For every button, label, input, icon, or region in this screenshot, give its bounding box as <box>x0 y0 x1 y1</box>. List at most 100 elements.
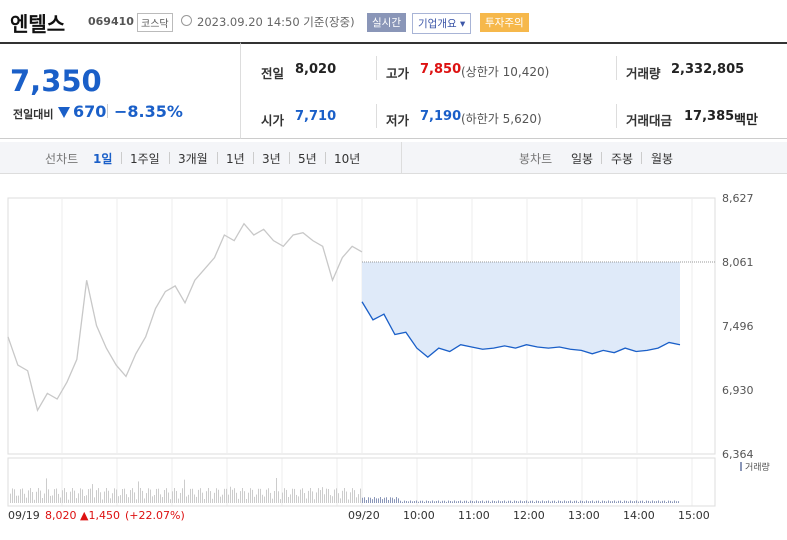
volume-bar <box>536 500 537 503</box>
tab-weekly-candle[interactable]: 주봉 <box>611 152 634 166</box>
volume-bar <box>546 501 547 503</box>
volume-legend-label: 거래량 <box>745 461 770 473</box>
volume-bar <box>448 500 449 503</box>
volume-bar <box>158 488 159 503</box>
upper-limit: (상한가 10,420) <box>461 65 550 79</box>
volume-bar <box>570 500 571 503</box>
volume-bar <box>532 500 533 503</box>
volume-bar <box>400 500 401 503</box>
investment-warning-badge: 투자주의 <box>480 13 529 32</box>
change-value: 670 <box>73 102 107 121</box>
volume-bar <box>646 500 647 503</box>
volume-bar <box>558 500 559 503</box>
volume-bar <box>662 500 663 503</box>
volume-bar <box>36 491 37 503</box>
volume-bar <box>584 501 585 503</box>
volume-bar <box>300 489 301 503</box>
volume-bar <box>206 491 207 503</box>
tab-3year[interactable]: 3년 <box>262 152 281 166</box>
volume-bar <box>602 500 603 503</box>
volume-bar <box>364 497 365 503</box>
volume-bar <box>24 493 25 503</box>
volume-bar <box>134 492 135 503</box>
company-overview-dropdown[interactable]: 기업개요 ▾ <box>412 13 472 34</box>
lower-limit: (하한가 5,620) <box>461 112 542 126</box>
volume-bar <box>22 488 23 503</box>
volume-bar <box>460 500 461 503</box>
volume-bar <box>234 488 235 503</box>
volume-bar <box>354 490 355 503</box>
volume-bar <box>394 499 395 503</box>
tab-1year[interactable]: 1년 <box>226 152 245 166</box>
volume-bar <box>640 500 641 503</box>
volume-bar <box>576 500 577 503</box>
volume-bar <box>488 500 489 503</box>
volume-bar <box>656 501 657 503</box>
volume-bar <box>458 501 459 503</box>
y-tick-label: 6,930 <box>722 384 754 397</box>
volume-bar <box>330 495 331 503</box>
volume-bars <box>10 478 679 503</box>
volume-bar <box>332 496 333 503</box>
volume-bar <box>264 496 265 503</box>
clock-icon <box>181 15 192 26</box>
volume-bar <box>620 500 621 503</box>
volume-bar <box>132 488 133 503</box>
volume-bar <box>74 490 75 503</box>
volume-bar <box>126 494 127 503</box>
volume-bar <box>266 489 267 503</box>
volume-bar <box>314 499 315 503</box>
tab-monthly-candle[interactable]: 월봉 <box>651 152 674 166</box>
volume-bar <box>376 498 377 503</box>
volume-bar <box>94 497 95 503</box>
tab-3month[interactable]: 3개월 <box>178 152 208 166</box>
volume-bar <box>452 501 453 503</box>
volume-bar <box>470 500 471 503</box>
volume-bar <box>632 501 633 503</box>
volume-bar <box>514 500 515 503</box>
timestamp: 2023.09.20 14:50 기준(장중) <box>197 15 355 29</box>
volume-bar <box>244 491 245 503</box>
volume-bar <box>566 501 567 503</box>
volume-bar <box>550 501 551 503</box>
tab-1week[interactable]: 1주일 <box>130 152 160 166</box>
trading-amount-label: 거래대금 <box>626 113 673 128</box>
volume-bar <box>520 500 521 503</box>
volume-bar <box>498 500 499 503</box>
volume-bar <box>188 494 189 503</box>
volume-bar <box>48 489 49 503</box>
volume-bar <box>642 500 643 503</box>
tab-5year[interactable]: 5년 <box>298 152 317 166</box>
volume-bar <box>288 496 289 503</box>
volume-bar <box>90 488 91 503</box>
y-tick-label: 6,364 <box>722 448 754 461</box>
volume-bar <box>644 501 645 503</box>
volume-bar <box>28 490 29 503</box>
realtime-badge[interactable]: 실시간 <box>367 13 406 32</box>
volume-bar <box>516 500 517 503</box>
tab-10year[interactable]: 10년 <box>334 152 361 166</box>
trading-amount-value: 17,385 <box>684 109 735 124</box>
tab-daily-candle[interactable]: 일봉 <box>571 152 594 166</box>
volume-bar <box>490 501 491 503</box>
volume-bar <box>614 500 615 503</box>
volume-bar <box>184 479 185 503</box>
volume-bar <box>12 488 13 503</box>
x-axis-ticks: 09/19 09/20 10:00 11:00 12:00 13:00 14:00 15:00 <box>8 509 710 522</box>
volume-bar <box>414 501 415 503</box>
volume-bar <box>638 501 639 503</box>
volume-bar <box>220 496 221 503</box>
volume-bar <box>340 498 341 503</box>
volume-bar <box>258 488 259 503</box>
volume-bar <box>474 501 475 503</box>
volume-bar <box>38 488 39 503</box>
volume-bar <box>594 501 595 503</box>
volume-bar <box>120 495 121 503</box>
volume-bar <box>112 493 113 503</box>
volume-bar <box>524 501 525 503</box>
volume-bar <box>186 496 187 503</box>
volume-bar <box>406 500 407 503</box>
volume-bar <box>670 500 671 503</box>
tab-1day[interactable]: 1일 <box>93 152 113 166</box>
x-tick-label: 10:00 <box>403 509 435 522</box>
